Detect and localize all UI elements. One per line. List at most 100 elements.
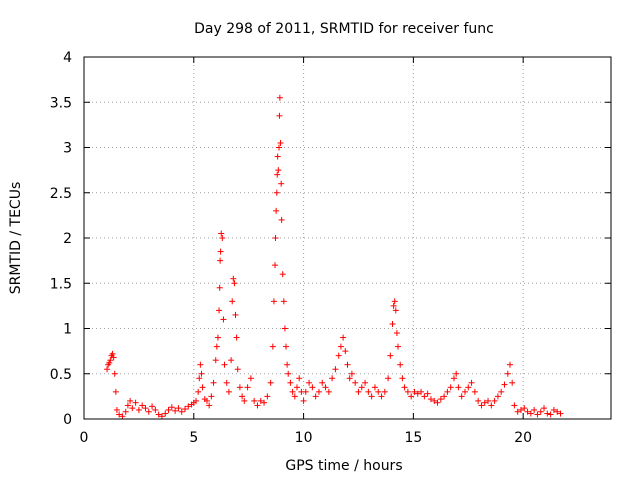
data-point [344, 361, 351, 368]
grid [84, 56, 611, 419]
data-point [223, 379, 230, 386]
data-point [116, 411, 123, 418]
data-point [544, 410, 551, 417]
data-point [106, 359, 113, 366]
data-point [531, 406, 538, 413]
data-point [337, 343, 344, 350]
data-point [276, 112, 283, 119]
data-point [289, 388, 296, 395]
y-tick-label: 1.5 [50, 276, 72, 292]
data-point [135, 406, 142, 413]
data-point [395, 343, 402, 350]
data-point [195, 388, 202, 395]
data-point [458, 393, 465, 400]
data-point [208, 393, 215, 400]
data-point [107, 357, 114, 364]
data-point [112, 388, 119, 395]
data-point [414, 390, 421, 397]
data-point [411, 388, 418, 395]
data-point [517, 406, 524, 413]
data-point [276, 94, 283, 101]
data-point [322, 384, 329, 391]
data-point [197, 361, 204, 368]
data-point [557, 410, 564, 417]
data-point [408, 393, 415, 400]
data-point [251, 397, 258, 404]
data-point [142, 405, 149, 412]
data-point [293, 384, 300, 391]
data-point [537, 408, 544, 415]
data-point [247, 375, 254, 382]
data-point [365, 388, 372, 395]
data-point [217, 248, 224, 255]
data-point [506, 361, 513, 368]
data-point [319, 379, 326, 386]
data-point [306, 379, 313, 386]
data-point [335, 352, 342, 359]
data-point [104, 366, 111, 373]
data-point [182, 406, 189, 413]
data-point [481, 399, 488, 406]
data-point [434, 399, 441, 406]
data-point [216, 307, 223, 314]
data-point [192, 397, 199, 404]
data-point [399, 375, 406, 382]
y-tick-label: 2 [63, 231, 72, 247]
data-point [397, 361, 404, 368]
data-point [511, 402, 518, 409]
data-point [283, 343, 290, 350]
data-point [390, 302, 397, 309]
data-point [424, 390, 431, 397]
data-point [219, 235, 226, 241]
data-point [312, 393, 319, 400]
data-point [275, 144, 282, 151]
data-point [329, 375, 336, 382]
data-point [509, 379, 516, 386]
data-point [168, 404, 175, 411]
data-point [145, 408, 152, 415]
data-point [358, 384, 365, 391]
data-point [178, 408, 185, 415]
data-point [534, 411, 541, 418]
data-point [281, 325, 288, 332]
x-tick-label: 20 [514, 430, 532, 446]
data-point [547, 411, 554, 418]
data-point [212, 357, 219, 364]
data-point [478, 402, 485, 409]
data-point [228, 357, 235, 364]
data-point [269, 343, 276, 350]
data-point [514, 408, 521, 415]
data-point [465, 384, 472, 391]
data-series-srmtid [104, 94, 564, 420]
data-point [278, 180, 285, 187]
data-point [239, 393, 246, 400]
data-point [527, 410, 534, 417]
data-point [275, 167, 282, 174]
data-point [437, 396, 444, 403]
data-point [230, 275, 237, 282]
data-point [218, 230, 225, 237]
data-point [352, 379, 359, 386]
data-point [418, 388, 425, 395]
data-point [368, 393, 375, 400]
data-point [175, 405, 182, 412]
data-point [231, 280, 238, 287]
data-point [427, 396, 434, 403]
data-point [162, 410, 169, 417]
data-point [375, 388, 382, 395]
data-point [149, 403, 156, 410]
data-point [521, 405, 528, 412]
data-point [196, 375, 203, 382]
data-point [272, 262, 279, 269]
data-point [285, 370, 292, 377]
x-tick-label: 0 [80, 430, 89, 446]
data-point [225, 388, 232, 395]
data-point [401, 384, 408, 391]
data-point [221, 361, 228, 368]
data-point [287, 379, 294, 386]
y-axis-tick-labels: 0 0.5 1 1.5 2 2.5 3 3.5 4 [50, 50, 72, 428]
data-point [302, 388, 309, 395]
data-point [122, 408, 129, 415]
data-point [216, 284, 223, 291]
data-point [488, 402, 495, 409]
